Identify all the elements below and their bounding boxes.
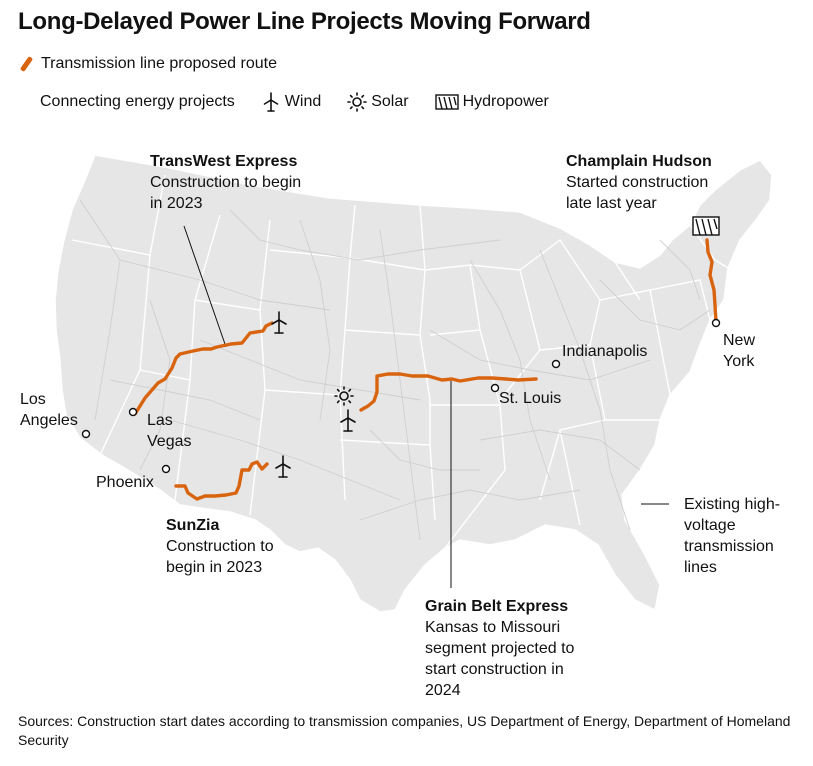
- new-york-marker: [711, 318, 721, 328]
- sun-icon: [347, 92, 368, 112]
- champlain-annotation: Champlain Hudson Started construction la…: [566, 151, 712, 214]
- sources-note: Sources: Construction start dates accord…: [18, 713, 791, 748]
- legend-projects-label: Connecting energy projects: [40, 93, 235, 110]
- existing-transmission-lines: [79, 199, 711, 541]
- champlain-route: [705, 238, 718, 324]
- legend-route-label: Transmission line proposed route: [41, 55, 277, 72]
- champlain-name: Champlain Hudson: [566, 153, 712, 170]
- existing-lines-line4: lines: [684, 559, 717, 576]
- las-vegas-label-line2: Vegas: [147, 433, 192, 450]
- existing-lines-annotation: Existing high- voltage transmission line…: [684, 494, 780, 578]
- new-york-label-line1: New: [723, 332, 756, 349]
- indianapolis-marker: [551, 359, 561, 369]
- grainbelt-line2: segment projected to: [425, 640, 575, 657]
- transwest-line1: Construction to begin: [150, 174, 302, 191]
- sunzia-line1: Construction to: [166, 538, 274, 555]
- sunzia-line2: begin in 2023: [166, 559, 263, 576]
- city-markers: [81, 318, 721, 474]
- city-label-new-york: New York: [723, 330, 755, 372]
- wind-turbine-icon: [263, 92, 279, 112]
- dam-icon: [434, 94, 459, 110]
- sunzia-route: [174, 460, 269, 501]
- grainbelt-line3: start construction in: [425, 661, 564, 678]
- city-label-st-louis: St. Louis: [499, 390, 562, 407]
- transwest-wind-icon: [271, 311, 287, 334]
- leader-lines: [183, 225, 669, 588]
- sunzia-annotation: SunZia Construction to begin in 2023: [166, 515, 274, 578]
- sunzia-wind-icon: [275, 455, 291, 478]
- las-vegas-marker: [128, 407, 138, 417]
- city-label-las-vegas: Las Vegas: [147, 410, 191, 452]
- transwest-route: [133, 321, 274, 416]
- map-title: Long-Delayed Power Line Projects Moving …: [18, 8, 591, 35]
- city-label-los-angeles: Los Angeles: [20, 389, 78, 431]
- existing-lines-line2: voltage: [684, 517, 736, 534]
- grainbelt-route: [359, 372, 538, 412]
- legend-hydro-label: Hydropower: [462, 93, 549, 110]
- us-landmass: [54, 154, 773, 613]
- transwest-line2: in 2023: [150, 195, 203, 212]
- champlain-dam-icon: [692, 216, 720, 236]
- los-angeles-label-line1: Los: [20, 391, 46, 408]
- las-vegas-label-line1: Las: [147, 412, 173, 429]
- grainbelt-line1: Kansas to Missouri: [425, 619, 561, 636]
- transwest-annotation: TransWest Express Construction to begin …: [150, 151, 301, 214]
- transwest-name: TransWest Express: [150, 153, 298, 170]
- legend-hydro: Hydropower: [434, 93, 549, 111]
- phoenix-marker: [161, 464, 171, 474]
- grainbelt-line4: 2024: [425, 682, 461, 699]
- legend-solar: Solar: [347, 92, 409, 112]
- us-map: [54, 154, 773, 613]
- los-angeles-label-line2: Angeles: [20, 412, 78, 429]
- route-swatch-icon: [19, 56, 34, 72]
- legend-solar-label: Solar: [371, 93, 409, 110]
- legend-projects: Connecting energy projects Wind Solar: [40, 92, 549, 112]
- champlain-line1: Started construction: [566, 174, 709, 191]
- existing-lines-line3: transmission: [684, 538, 774, 555]
- legend-wind: Wind: [261, 92, 321, 112]
- city-label-phoenix: Phoenix: [96, 474, 154, 491]
- grainbelt-sun-icon: [334, 386, 354, 406]
- los-angeles-marker: [81, 429, 91, 439]
- grainbelt-wind-icon: [340, 409, 356, 432]
- transwest-leader: [183, 225, 227, 348]
- grainbelt-annotation: Grain Belt Express Kansas to Missouri se…: [425, 596, 574, 701]
- st-louis-marker: [490, 383, 500, 393]
- city-label-indianapolis: Indianapolis: [562, 343, 648, 360]
- existing-lines-line1: Existing high-: [684, 496, 781, 513]
- champlain-line2: late last year: [566, 195, 657, 212]
- legend-wind-label: Wind: [284, 93, 322, 110]
- sunzia-name: SunZia: [166, 517, 220, 534]
- legend-route: Transmission line proposed route: [18, 55, 277, 73]
- new-york-label-line2: York: [723, 353, 755, 370]
- grainbelt-name: Grain Belt Express: [425, 598, 569, 615]
